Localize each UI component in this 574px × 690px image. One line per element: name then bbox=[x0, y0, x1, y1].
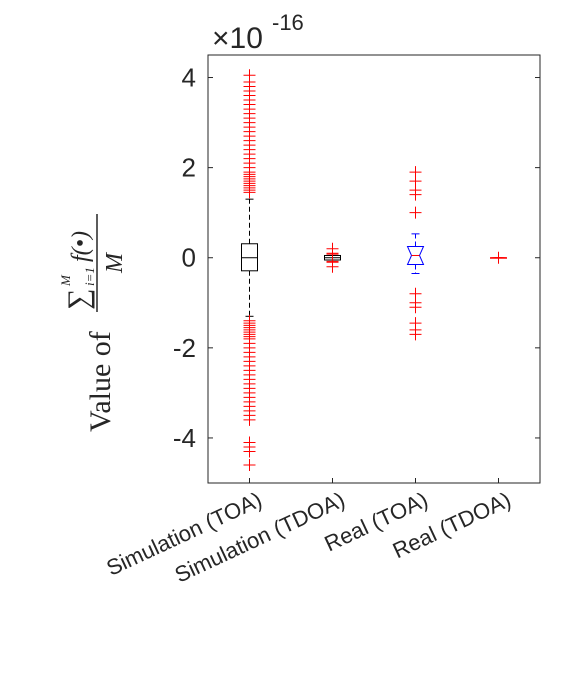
y-tick-label: -4 bbox=[173, 423, 196, 453]
outlier bbox=[409, 206, 422, 219]
outlier bbox=[243, 413, 256, 426]
outlier bbox=[409, 188, 422, 201]
numerator: f(•) bbox=[68, 231, 94, 262]
outlier bbox=[326, 260, 339, 273]
outlier bbox=[243, 445, 256, 458]
denominator: M bbox=[102, 251, 128, 274]
outlier bbox=[243, 458, 256, 471]
y-tick-label: 0 bbox=[182, 243, 196, 273]
exponent-base: ×10 bbox=[212, 22, 263, 55]
exponent: -16 bbox=[272, 10, 304, 35]
y-axis-label: Value of ∑ M i=1 f(•) M bbox=[58, 214, 128, 432]
outlier bbox=[409, 328, 422, 341]
sum-upper: M bbox=[58, 274, 73, 287]
outlier bbox=[409, 301, 422, 314]
plot-frame bbox=[207, 54, 541, 484]
outlier bbox=[492, 251, 505, 264]
sum-symbol: ∑ bbox=[62, 289, 95, 310]
y-tick-label: 2 bbox=[182, 153, 196, 183]
y-tick-label: 4 bbox=[182, 63, 196, 93]
y-label-text: Value of bbox=[84, 331, 117, 432]
sum-lower: i=1 bbox=[82, 267, 97, 286]
y-tick-label: -2 bbox=[173, 333, 196, 363]
outlier bbox=[243, 69, 256, 82]
